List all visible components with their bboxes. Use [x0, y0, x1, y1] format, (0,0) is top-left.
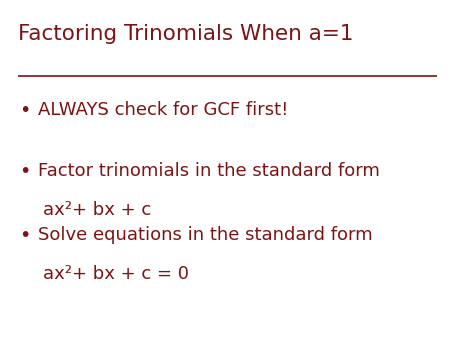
Text: Factoring Trinomials When a=1: Factoring Trinomials When a=1 [18, 24, 354, 44]
Text: ax²+ bx + c = 0: ax²+ bx + c = 0 [43, 265, 189, 283]
Text: ax²+ bx + c: ax²+ bx + c [43, 201, 151, 219]
Text: •: • [19, 162, 31, 181]
Text: Factor trinomials in the standard form: Factor trinomials in the standard form [38, 162, 380, 180]
Text: •: • [19, 101, 31, 120]
Text: ALWAYS check for GCF first!: ALWAYS check for GCF first! [38, 101, 288, 119]
Text: Solve equations in the standard form: Solve equations in the standard form [38, 226, 373, 244]
Text: •: • [19, 226, 31, 245]
